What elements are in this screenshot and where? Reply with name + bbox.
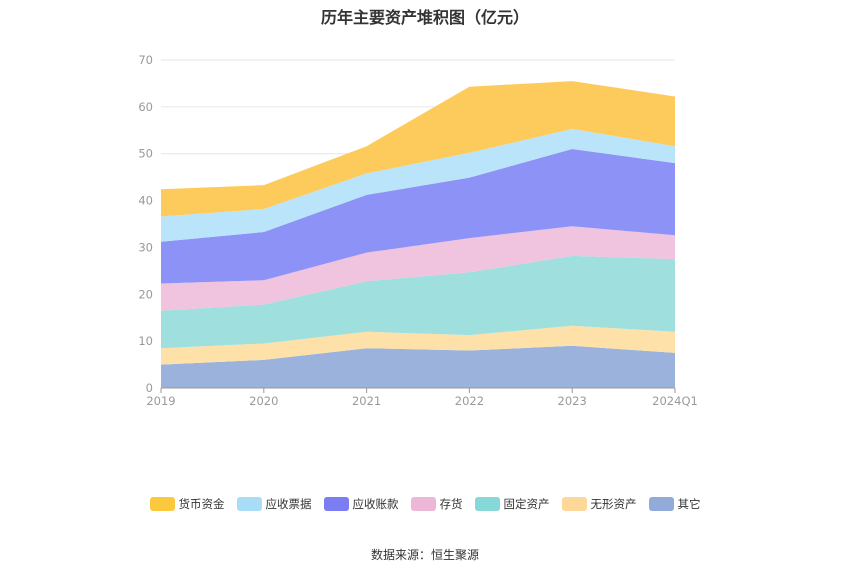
x-tick-label: 2022 — [455, 394, 484, 408]
legend-swatch — [561, 497, 587, 511]
x-tick-label: 2024Q1 — [652, 394, 698, 408]
y-tick-label: 20 — [138, 287, 153, 301]
area-货币资金[interactable] — [161, 81, 675, 217]
data-source: 数据来源：恒生聚源 — [370, 548, 479, 562]
legend-label: 固定资产 — [503, 497, 550, 511]
axes: 0 10 20 30 40 50 60 70 2019 2020 2021 2022 2023 2024Q… — [138, 53, 697, 408]
area-存货[interactable] — [161, 226, 675, 311]
y-tick-label: 60 — [138, 100, 153, 114]
legend-item[interactable]: 其它 — [648, 496, 701, 512]
legend-swatch — [474, 497, 500, 511]
legend-item[interactable]: 应收账款 — [323, 496, 399, 512]
y-tick-label: 10 — [138, 334, 153, 348]
area-应收票据[interactable] — [161, 128, 675, 242]
legend-item[interactable]: 固定资产 — [474, 496, 550, 512]
legend-label: 其它 — [677, 497, 701, 511]
x-tick-label: 2021 — [352, 394, 381, 408]
legend-item[interactable]: 应收票据 — [236, 496, 312, 512]
legend-swatch — [149, 497, 175, 511]
area-其它[interactable] — [161, 345, 675, 388]
legend-item[interactable]: 存货 — [410, 496, 463, 512]
area-应收账款[interactable] — [161, 149, 675, 284]
y-tick-label: 0 — [146, 381, 153, 395]
legend-label: 存货 — [439, 497, 463, 511]
y-tick-label: 50 — [138, 147, 153, 161]
legend-item[interactable]: 货币资金 — [149, 496, 225, 512]
legend-swatch — [410, 497, 436, 511]
y-tick-label: 30 — [138, 240, 153, 254]
area-series — [161, 81, 675, 388]
legend-item[interactable]: 无形资产 — [561, 496, 637, 512]
x-tick-label: 2019 — [146, 394, 175, 408]
y-tick-label: 70 — [138, 53, 153, 67]
area-无形资产[interactable] — [161, 325, 675, 365]
legend-label: 无形资产 — [590, 497, 637, 511]
chart-title: 历年主要资产堆积图（亿元） — [320, 8, 529, 27]
x-tick-label: 2020 — [249, 394, 278, 408]
legend-label: 应收账款 — [352, 497, 399, 511]
y-tick-label: 40 — [138, 194, 153, 208]
legend: 货币资金 应收票据 应收账款 存货 固定资产 无形资产 其它 — [0, 496, 850, 512]
legend-label: 货币资金 — [178, 497, 225, 511]
legend-swatch — [648, 497, 674, 511]
x-tick-label: 2023 — [558, 394, 587, 408]
legend-label: 应收票据 — [265, 497, 312, 511]
area-固定资产[interactable] — [161, 255, 675, 349]
legend-swatch — [236, 497, 262, 511]
legend-swatch — [323, 497, 349, 511]
